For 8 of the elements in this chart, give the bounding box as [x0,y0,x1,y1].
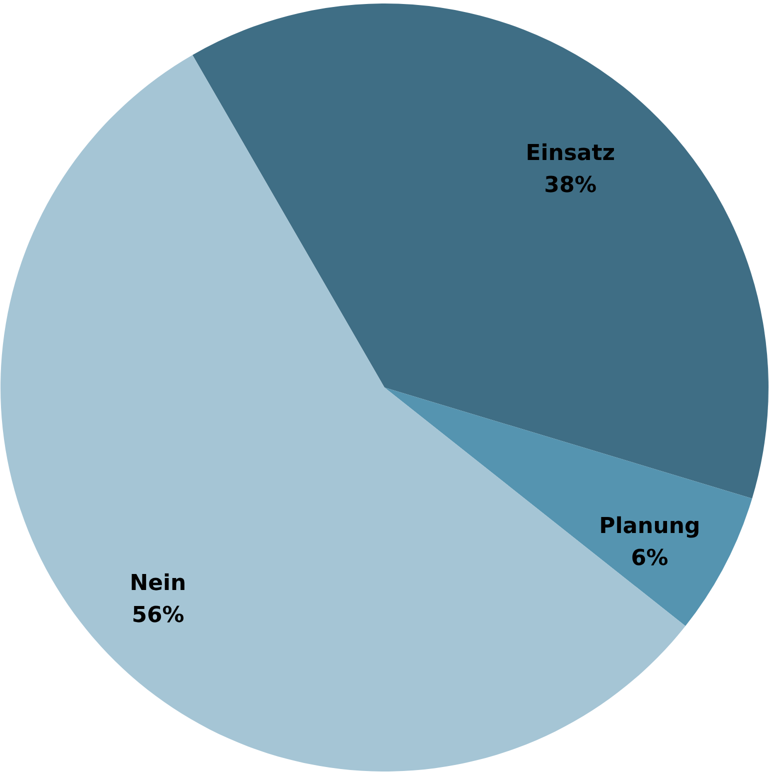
pie-slice [192,4,768,498]
data-label: 38% [544,172,597,198]
pie-slice [384,388,752,626]
data-label: 6% [631,546,668,572]
slice-label: Einsatz [526,140,615,166]
data-label: 56% [132,602,184,628]
slice-label: Nein [130,571,186,596]
slice-label: Planung [599,514,700,540]
